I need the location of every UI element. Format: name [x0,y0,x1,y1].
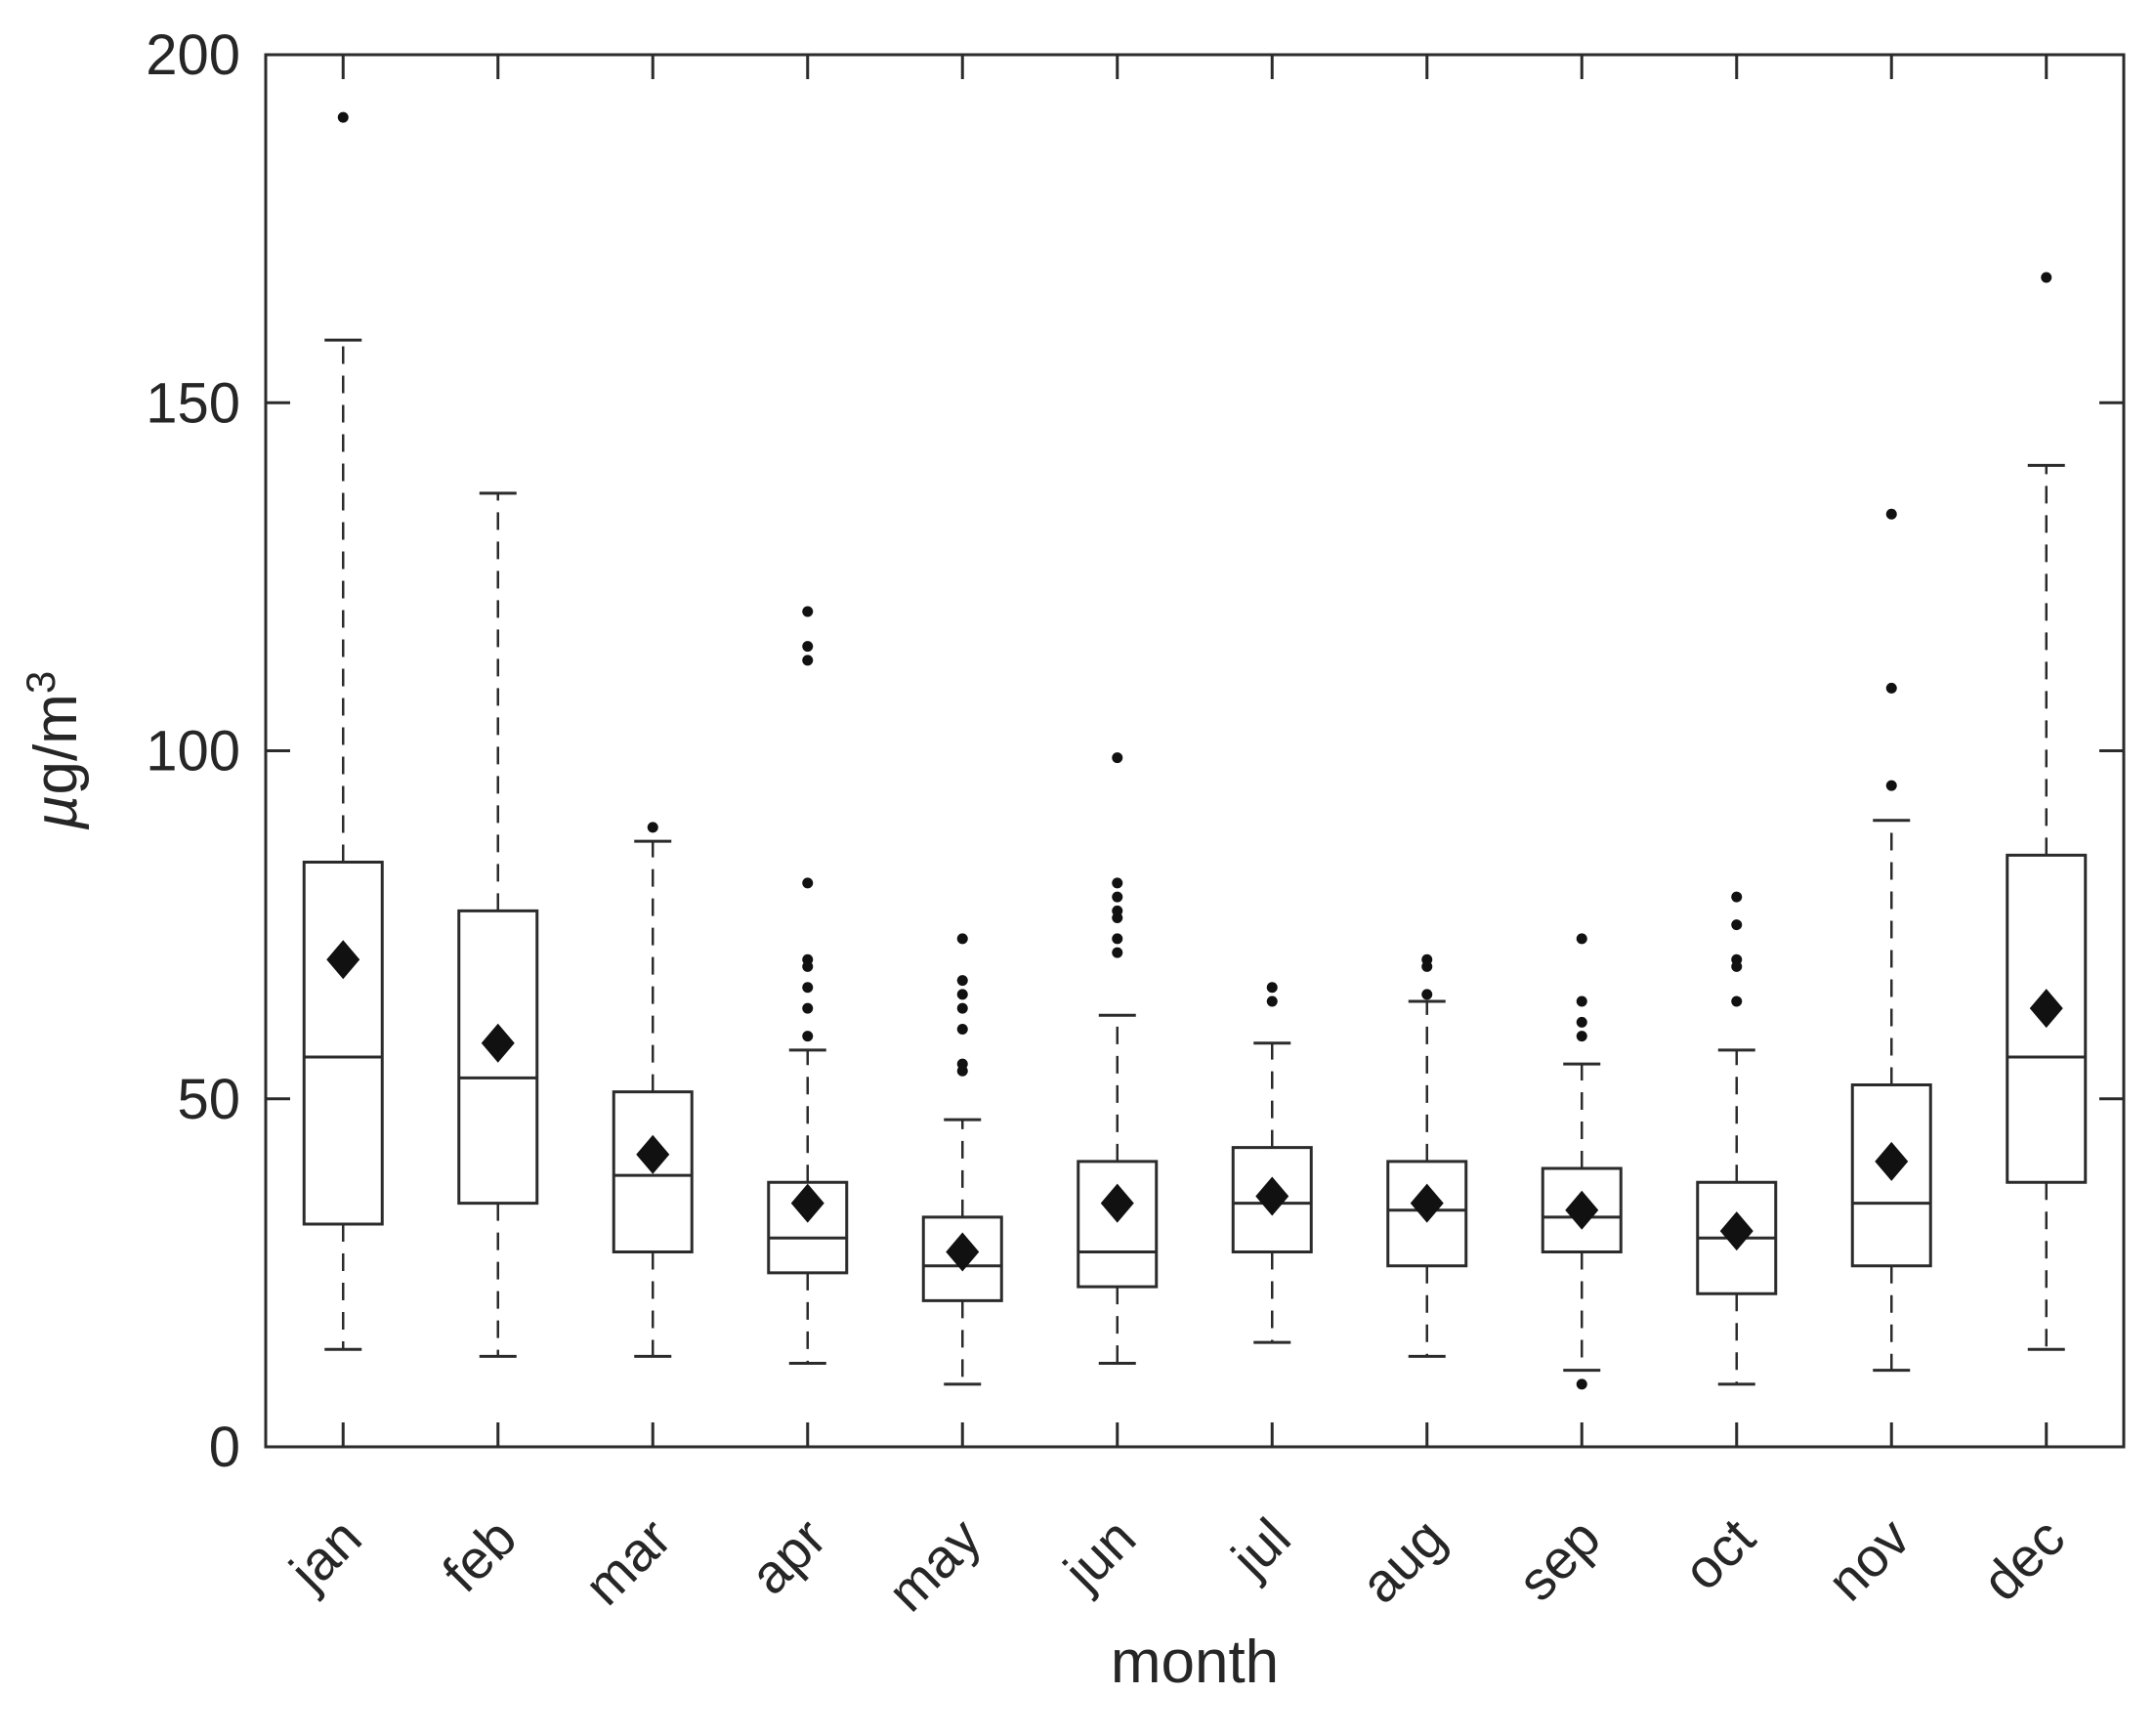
outlier-dot [1576,933,1587,945]
outlier-dot [802,606,814,617]
mean-diamond [2029,989,2063,1029]
boxplot-oct [1696,891,1778,1386]
outlier-dot [1731,960,1743,972]
y-axis-label: µg/m3 [18,671,90,830]
outlier-dot [802,641,814,653]
x-axis-label: month [1111,1629,1279,1696]
x-tick-label-jan: jan [276,1506,373,1603]
outlier-dot [956,933,968,945]
outlier-dot [1731,995,1743,1007]
mean-diamond [1719,1211,1754,1251]
outlier-dot [956,975,968,987]
x-tick-label-aug: aug [1349,1506,1458,1615]
x-tick-label-dec: dec [1970,1506,2076,1612]
x-tick-label-feb: feb [431,1506,528,1604]
mean-diamond [481,1023,515,1063]
outlier-dot [1112,752,1123,764]
mean-diamond [1410,1183,1444,1223]
box-rect [302,861,384,1226]
outlier-dot [1112,947,1123,958]
y-axis-label-mu: µ [22,794,90,830]
outlier-dot [956,1024,968,1035]
x-tick-labels: jan feb mar apr may jun jul aug sep oct nov dec [276,1506,2076,1624]
outlier-dot [1266,995,1278,1007]
outlier-dot [2041,272,2052,283]
x-tick-label-sep: sep [1505,1506,1611,1612]
outlier-dot [802,1031,814,1042]
mean-diamond [636,1134,670,1174]
outlier-dot [802,982,814,994]
outlier-dot [802,655,814,666]
x-tick-label-oct: oct [1671,1506,1767,1602]
boxplot-jun [1077,752,1159,1365]
boxplot-nov [1850,508,1932,1373]
x-tick-label-may: may [875,1506,992,1623]
outlier-dot [1576,1378,1587,1390]
outlier-dot [802,877,814,889]
outlier-dot [802,960,814,972]
outlier-dot [1576,1016,1587,1028]
y-tick-label-100: 100 [146,720,240,783]
boxplot-sep [1541,933,1623,1390]
outlier-dot [1112,877,1123,889]
mean-diamond [946,1232,980,1272]
y-tick-label-50: 50 [177,1068,240,1131]
mean-diamond [326,940,360,980]
boxplot-apr [767,606,849,1365]
mean-diamond [790,1183,824,1223]
boxplot-series [302,111,2088,1390]
outlier-dot [337,111,349,123]
outlier-dot [1112,912,1123,923]
x-tick-label-jun: jun [1050,1506,1147,1603]
y-tick-labels: 0 50 100 150 200 [146,23,240,1479]
boxplot-mar [612,822,694,1358]
outlier-dot [1885,780,1897,791]
outlier-dot [1421,960,1433,972]
plot-border [264,53,2126,1449]
outlier-dot [956,989,968,1000]
x-tick-label-nov: nov [1815,1506,1921,1612]
boxplot-may [921,933,1003,1386]
outlier-dot [1731,891,1743,903]
outlier-dot [802,1002,814,1014]
outlier-dot [1266,982,1278,994]
y-tick-label-150: 150 [146,371,240,435]
outlier-dot [956,1065,968,1077]
x-tick-label-apr: apr [738,1506,837,1606]
outlier-dot [647,822,658,833]
mean-diamond [1100,1183,1134,1223]
mean-diamond [1565,1190,1599,1230]
outlier-dot [1576,995,1587,1007]
boxplot-feb [457,491,539,1358]
y-axis-label-unit: g/m [22,694,90,794]
x-tick-label-jul: jul [1218,1506,1302,1590]
y-tick-label-200: 200 [146,23,240,87]
y-tick-label-0: 0 [209,1416,240,1479]
outlier-dot [1885,682,1897,694]
mean-diamond [1875,1141,1909,1181]
outlier-dot [1731,919,1743,931]
outlier-dot [1112,891,1123,903]
x-tick-label-mar: mar [572,1506,683,1617]
outlier-dot [1112,933,1123,945]
y-axis-label-exponent: 3 [18,671,63,694]
mean-diamond [1255,1176,1289,1216]
boxplot-jul [1231,982,1313,1344]
boxplot-aug [1386,953,1468,1358]
box-rect [1077,1160,1159,1289]
axis-ticks [266,53,2124,1449]
outlier-dot [956,1002,968,1014]
outlier-dot [1576,1031,1587,1042]
outlier-dot [1421,989,1433,1000]
outlier-dot [1885,508,1897,520]
boxplot-dec [2006,272,2088,1351]
boxplot-jan [302,111,384,1351]
